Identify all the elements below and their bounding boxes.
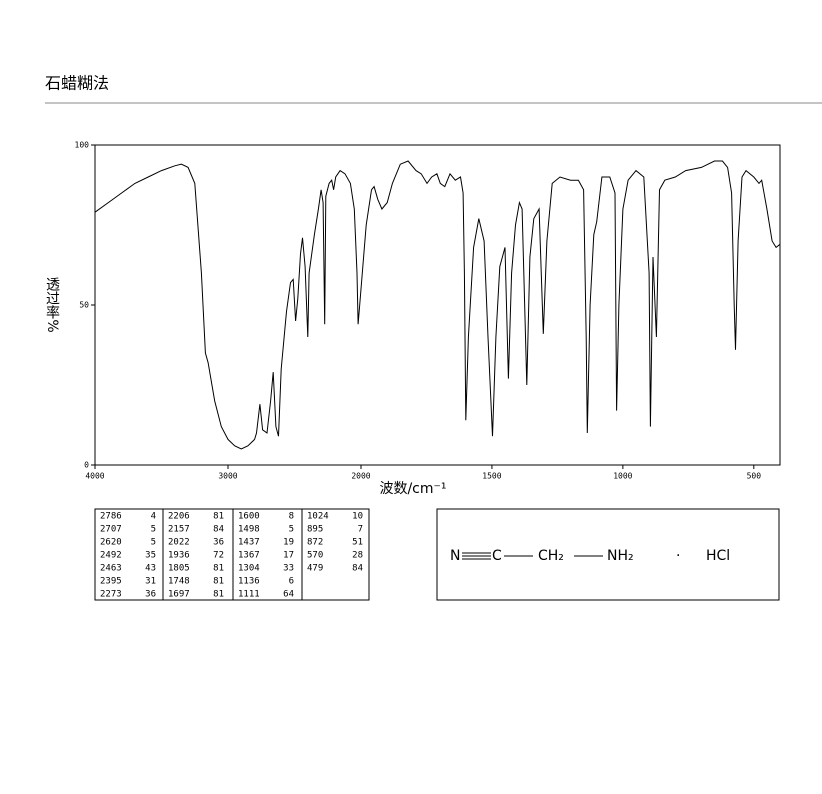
peak-wavenumber: 2463 [100, 564, 122, 574]
x-tick-label: 1500 [482, 472, 501, 481]
peak-transmittance: 17 [283, 551, 294, 561]
x-tick-label: 1000 [613, 472, 632, 481]
peak-wavenumber: 1498 [238, 525, 260, 535]
y-tick-label: 0 [84, 461, 89, 470]
peak-wavenumber: 2395 [100, 577, 122, 587]
peak-wavenumber: 1111 [238, 590, 260, 600]
peak-transmittance: 10 [352, 512, 363, 522]
peak-wavenumber: 2492 [100, 551, 122, 561]
structure-frame [436, 508, 780, 601]
x-tick-label: 2000 [351, 472, 370, 481]
peak-transmittance: 81 [213, 590, 224, 600]
peak-wavenumber: 1805 [168, 564, 190, 574]
x-axis-label: 波数/cm⁻¹ [379, 481, 446, 497]
peak-wavenumber: 1304 [238, 564, 260, 574]
peak-wavenumber: 570 [307, 551, 323, 561]
peak-wavenumber: 1936 [168, 551, 190, 561]
peak-wavenumber: 2273 [100, 590, 122, 600]
x-tick-label: 500 [747, 472, 762, 481]
peak-transmittance: 36 [213, 538, 224, 548]
plot-frame [94, 144, 781, 466]
peak-transmittance: 28 [352, 551, 363, 561]
peak-transmittance: 33 [283, 564, 294, 574]
peak-wavenumber: 1136 [238, 577, 260, 587]
peak-transmittance: 7 [358, 525, 363, 535]
peak-wavenumber: 2786 [100, 512, 122, 522]
peak-transmittance: 51 [352, 538, 363, 548]
peak-wavenumber: 1697 [168, 590, 190, 600]
peak-wavenumber: 872 [307, 538, 323, 548]
chart-title: 石蜡糊法 [45, 74, 109, 93]
peak-transmittance: 84 [213, 525, 224, 535]
peak-transmittance: 4 [151, 512, 156, 522]
peak-wavenumber: 2022 [168, 538, 190, 548]
x-tick-label: 4000 [85, 472, 104, 481]
peak-wavenumber: 2206 [168, 512, 190, 522]
peak-transmittance: 31 [145, 577, 156, 587]
peak-wavenumber: 2707 [100, 525, 122, 535]
peak-transmittance: 5 [151, 525, 156, 535]
peak-transmittance: 64 [283, 590, 294, 600]
peak-transmittance: 35 [145, 551, 156, 561]
atom: C [492, 548, 502, 564]
atom: NH₂ [607, 548, 634, 564]
peak-transmittance: 43 [145, 564, 156, 574]
peak-transmittance: 81 [213, 512, 224, 522]
peak-transmittance: 72 [213, 551, 224, 561]
peak-wavenumber: 895 [307, 525, 323, 535]
atom: HCl [706, 548, 730, 564]
peak-transmittance: 6 [289, 577, 294, 587]
peak-transmittance: 8 [289, 512, 294, 522]
atom: N [450, 548, 460, 564]
peak-transmittance: 81 [213, 564, 224, 574]
peak-table-frame [94, 508, 370, 601]
peak-transmittance: 19 [283, 538, 294, 548]
y-tick-label: 100 [75, 141, 90, 150]
y-axis-label: 透过率% [44, 277, 60, 332]
peak-wavenumber: 1748 [168, 577, 190, 587]
peak-transmittance: 36 [145, 590, 156, 600]
peak-wavenumber: 1600 [238, 512, 260, 522]
peak-wavenumber: 2157 [168, 525, 190, 535]
peak-transmittance: 81 [213, 577, 224, 587]
peak-wavenumber: 1024 [307, 512, 329, 522]
peak-transmittance: 84 [352, 564, 363, 574]
peak-wavenumber: 1367 [238, 551, 260, 561]
y-tick-label: 50 [79, 301, 89, 310]
peak-transmittance: 5 [151, 538, 156, 548]
peak-wavenumber: 2620 [100, 538, 122, 548]
bonds [462, 552, 603, 560]
peak-wavenumber: 479 [307, 564, 323, 574]
structure: N C CH₂ NH₂ · HCl [450, 548, 730, 564]
dot: · [676, 548, 680, 564]
atom: CH₂ [538, 548, 564, 564]
peak-transmittance: 5 [289, 525, 294, 535]
spectrum-line [94, 160, 781, 450]
peak-wavenumber: 1437 [238, 538, 260, 548]
x-tick-label: 3000 [218, 472, 237, 481]
